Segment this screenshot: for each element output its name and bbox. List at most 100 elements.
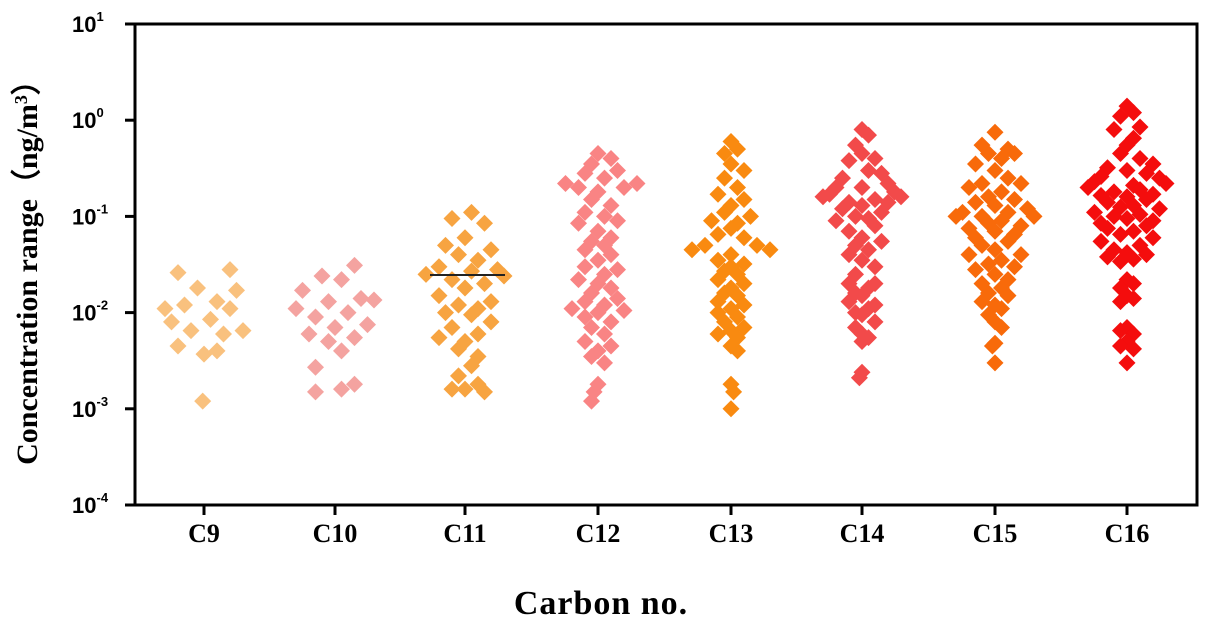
data-point-c16 [1079,178,1097,196]
data-point-c13 [722,155,740,173]
data-point-c16 [1099,219,1116,237]
data-point-c10 [333,271,350,289]
data-point-c11 [443,210,461,228]
data-point-c12 [609,212,626,230]
data-point-c16 [1118,210,1136,228]
x-tick-label-c11: C11 [443,519,486,548]
data-point-c12 [589,304,607,322]
x-tick-label-c12: C12 [576,519,621,548]
y-tick-exponent: 1 [96,9,103,24]
data-point-c14 [892,188,910,206]
data-point-c9 [194,392,212,410]
data-point-c12 [602,149,620,167]
data-point-c12 [576,164,594,182]
data-point-c10 [300,325,318,343]
data-point-c11 [443,271,461,289]
data-point-c15 [973,293,991,311]
data-point-c16 [1151,200,1168,218]
data-point-c15 [999,232,1017,250]
x-axis-title: Carbon no. [514,585,688,622]
data-point-c15 [986,162,1004,180]
data-point-c13 [709,325,727,343]
data-point-c11 [476,214,493,232]
data-point-c10 [294,281,311,299]
data-point-c15 [993,149,1010,167]
data-point-c15 [960,246,978,264]
y-tick-exponent: -4 [96,490,108,505]
y-tick-label: 10-4 [72,490,109,518]
data-point-c11 [456,229,474,247]
data-point-c16 [1112,225,1129,243]
data-point-c10 [326,319,344,337]
data-point-c10 [339,304,357,322]
data-point-c11 [469,325,487,343]
data-point-c11 [463,306,480,324]
y-tick-label: 10-3 [72,394,108,422]
data-point-c10 [320,293,337,311]
y-tick-base: 10 [72,493,96,518]
data-point-c11 [482,313,500,331]
data-point-c10 [346,256,363,274]
data-point-c11 [417,265,435,283]
data-point-c12 [570,178,587,196]
data-point-c10 [365,291,383,309]
data-point-c11 [450,340,467,358]
data-point-c11 [463,357,480,375]
data-point-c16 [1125,340,1142,358]
data-point-c14 [860,162,877,180]
data-point-c15 [983,337,1001,355]
data-point-c10 [320,333,337,351]
data-point-c12 [576,258,594,276]
data-point-c14 [866,258,884,276]
data-points [156,97,1175,418]
data-point-c16 [1138,246,1155,264]
data-point-c12 [589,251,607,269]
data-point-c16 [1112,107,1129,125]
data-point-c16 [1138,217,1155,235]
data-point-c15 [1006,190,1023,208]
data-point-c16 [1131,149,1149,167]
data-point-c13 [722,400,740,418]
data-point-c15 [973,174,991,192]
data-point-c14 [847,207,864,225]
data-point-c14 [853,287,871,305]
data-point-c14 [840,246,858,264]
data-point-c10 [359,316,376,334]
y-tick-exponent: -2 [96,298,108,313]
data-point-c12 [576,241,594,259]
data-point-c15 [1025,207,1043,225]
data-point-c14 [853,306,871,324]
y-tick-base: 10 [72,108,96,133]
data-point-c11 [469,251,487,269]
data-point-c10 [346,329,363,347]
data-point-c16 [1112,293,1129,311]
data-point-c14 [866,313,884,331]
data-point-c10 [287,300,305,318]
data-point-c14 [827,212,845,230]
data-point-c10 [346,375,363,393]
data-point-c11 [476,275,493,293]
x-tick-label-c10: C10 [313,519,358,548]
data-point-c13 [716,169,733,187]
data-point-c10 [333,342,350,360]
x-tick-label-c16: C16 [1105,519,1150,548]
data-point-c12 [602,246,620,264]
data-point-c16 [1118,162,1136,180]
data-point-c16 [1112,337,1129,355]
data-point-c9 [195,345,213,363]
data-point-c10 [307,383,324,401]
data-point-c16 [1125,104,1142,122]
data-point-c15 [986,265,1004,283]
data-point-c13 [729,140,746,158]
data-point-c11 [476,383,493,401]
data-point-c9 [176,296,193,314]
data-point-c11 [456,279,474,297]
data-point-c13 [735,190,753,208]
data-point-c12 [609,290,626,308]
data-point-c15 [993,251,1010,269]
data-point-c13 [735,296,753,314]
data-point-c15 [967,155,984,173]
data-point-c13 [725,383,743,401]
data-point-c15 [993,319,1010,337]
data-point-c11 [456,380,474,398]
